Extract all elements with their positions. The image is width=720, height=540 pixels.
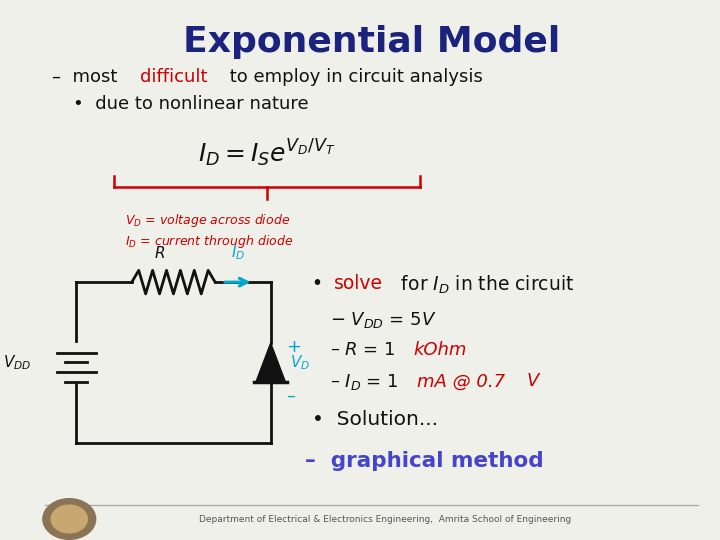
Circle shape xyxy=(43,498,96,539)
Text: –  most: – most xyxy=(52,68,123,86)
Text: mA @ 0.7: mA @ 0.7 xyxy=(417,373,505,390)
Text: $I_D = I_S e^{V_D / V_T}$: $I_D = I_S e^{V_D / V_T}$ xyxy=(198,138,336,169)
Text: difficult: difficult xyxy=(140,68,208,86)
Text: Exponential Model: Exponential Model xyxy=(183,25,560,59)
Text: V: V xyxy=(527,373,539,390)
Text: Department of Electrical & Electronics Engineering,  Amrita School of Engineerin: Department of Electrical & Electronics E… xyxy=(199,515,572,523)
Text: $R$: $R$ xyxy=(154,245,165,261)
Text: to employ in circuit analysis: to employ in circuit analysis xyxy=(225,68,483,86)
Text: for $I_D$ in the circuit: for $I_D$ in the circuit xyxy=(395,274,574,296)
Text: $I_D$: $I_D$ xyxy=(230,243,245,262)
Text: $I_D$ = current through diode: $I_D$ = current through diode xyxy=(125,233,293,250)
Text: $-\ V_{DD}$ = 5$V$: $-\ V_{DD}$ = 5$V$ xyxy=(330,310,436,330)
Text: $V_{DD}$: $V_{DD}$ xyxy=(3,353,31,372)
Polygon shape xyxy=(256,343,285,382)
Text: •  Solution...: • Solution... xyxy=(312,410,438,429)
Text: –: – xyxy=(286,387,295,405)
Circle shape xyxy=(51,505,87,533)
Text: +: + xyxy=(286,338,301,356)
Text: •: • xyxy=(312,274,330,293)
Text: kOhm: kOhm xyxy=(413,341,467,360)
Text: $V_D$: $V_D$ xyxy=(290,353,310,372)
Text: $V_D$ = voltage across diode: $V_D$ = voltage across diode xyxy=(125,212,290,228)
Text: •  due to nonlinear nature: • due to nonlinear nature xyxy=(73,95,308,113)
Text: –  graphical method: – graphical method xyxy=(305,450,544,470)
Text: solve: solve xyxy=(333,274,382,293)
Text: – $I_D$ = 1: – $I_D$ = 1 xyxy=(330,373,400,393)
Text: – $R$ = 1: – $R$ = 1 xyxy=(330,341,397,360)
